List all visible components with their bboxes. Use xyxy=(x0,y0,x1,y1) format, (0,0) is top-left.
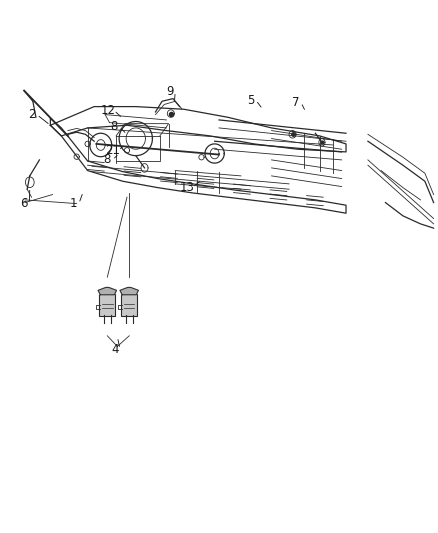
Text: 8: 8 xyxy=(110,120,117,133)
Text: 8: 8 xyxy=(104,154,111,166)
Text: 6: 6 xyxy=(20,197,28,210)
Text: 12: 12 xyxy=(101,104,116,117)
Text: 5: 5 xyxy=(247,94,254,107)
Text: 13: 13 xyxy=(180,181,195,194)
FancyBboxPatch shape xyxy=(121,294,137,317)
Text: 9: 9 xyxy=(166,85,174,98)
Text: 2: 2 xyxy=(28,108,35,121)
Polygon shape xyxy=(120,287,138,295)
FancyBboxPatch shape xyxy=(99,294,115,317)
Polygon shape xyxy=(98,287,117,295)
Text: 21: 21 xyxy=(106,144,120,157)
Text: 7: 7 xyxy=(292,96,300,109)
Text: 1: 1 xyxy=(70,197,78,210)
Text: 4: 4 xyxy=(111,343,119,356)
